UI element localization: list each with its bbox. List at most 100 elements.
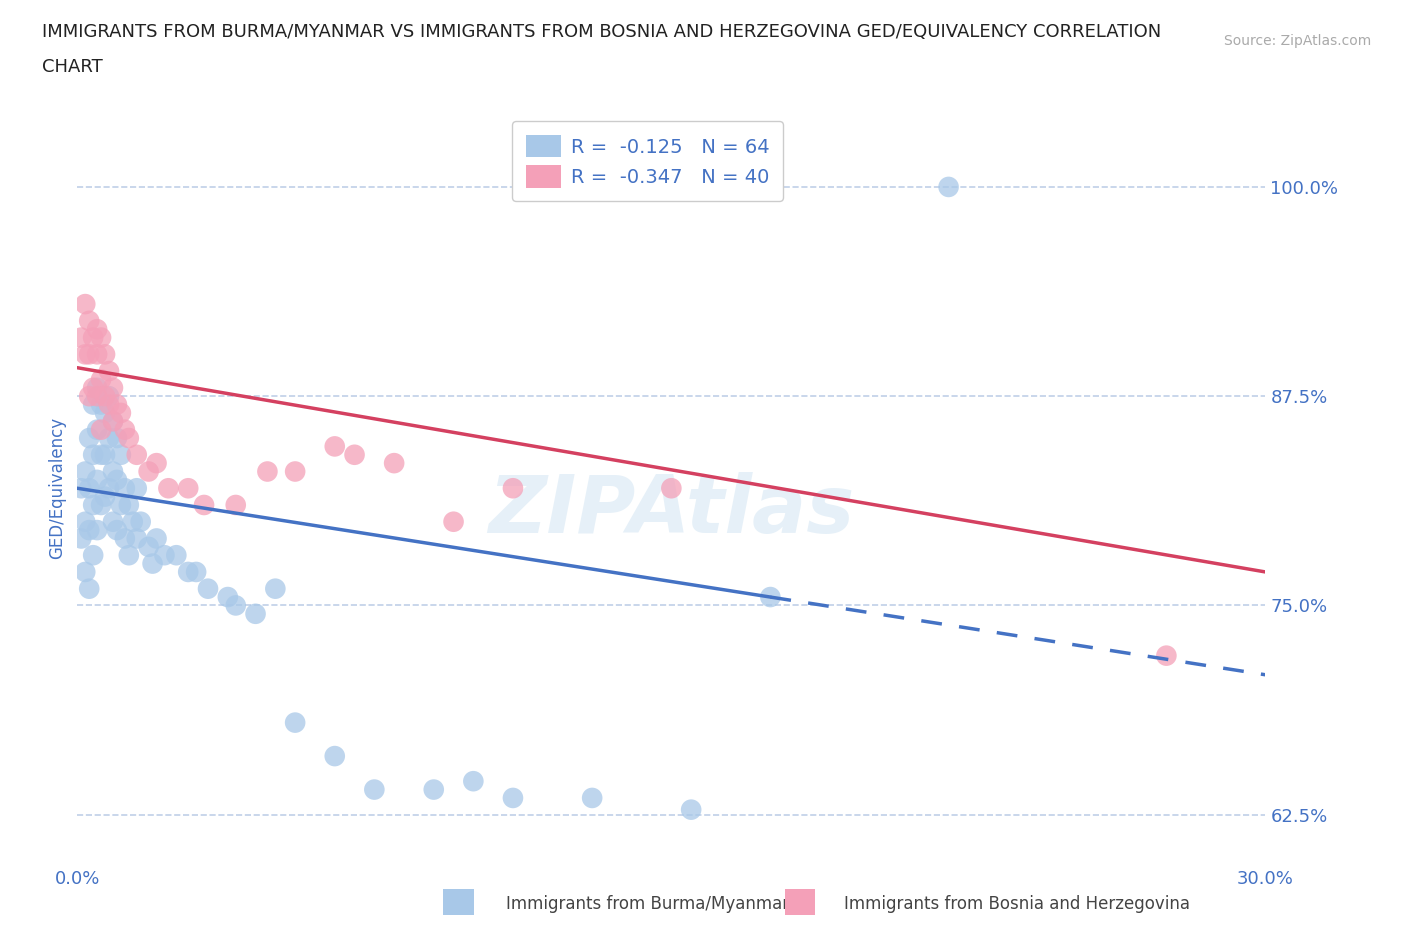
Point xyxy=(75,565,97,579)
Point xyxy=(681,803,703,817)
Point xyxy=(138,464,160,479)
Point xyxy=(129,514,152,529)
Point xyxy=(145,456,167,471)
Point xyxy=(82,498,104,512)
Point xyxy=(86,389,108,404)
Point xyxy=(70,481,93,496)
Point xyxy=(86,347,108,362)
Point xyxy=(90,372,112,387)
Point xyxy=(90,330,112,345)
Point xyxy=(125,531,148,546)
Point xyxy=(86,322,108,337)
Point xyxy=(94,347,117,362)
Point xyxy=(70,330,93,345)
Point xyxy=(90,422,112,437)
Point xyxy=(193,498,215,512)
Point xyxy=(463,774,485,789)
Point xyxy=(121,514,143,529)
Point xyxy=(142,556,165,571)
Point xyxy=(118,548,141,563)
Point xyxy=(256,464,278,479)
Point xyxy=(82,447,104,462)
Point xyxy=(98,389,121,404)
Point xyxy=(110,447,132,462)
Point xyxy=(343,447,366,462)
Point xyxy=(101,514,124,529)
Point xyxy=(114,531,136,546)
Point xyxy=(98,481,121,496)
Point xyxy=(264,581,287,596)
Point xyxy=(114,422,136,437)
Point xyxy=(110,405,132,420)
Point xyxy=(759,590,782,604)
Point xyxy=(284,715,307,730)
Point xyxy=(75,464,97,479)
Point xyxy=(125,481,148,496)
Point xyxy=(86,472,108,487)
Point xyxy=(197,581,219,596)
Point xyxy=(70,531,93,546)
Point xyxy=(165,548,187,563)
Point xyxy=(77,581,100,596)
Point xyxy=(245,606,267,621)
Point xyxy=(94,447,117,462)
Point xyxy=(77,431,100,445)
Point xyxy=(938,179,960,194)
Point xyxy=(86,422,108,437)
Text: Source: ZipAtlas.com: Source: ZipAtlas.com xyxy=(1223,34,1371,48)
Point xyxy=(77,313,100,328)
Text: Immigrants from Burma/Myanmar: Immigrants from Burma/Myanmar xyxy=(506,895,789,913)
Point xyxy=(186,565,208,579)
Point xyxy=(581,790,603,805)
Point xyxy=(82,397,104,412)
Point xyxy=(502,790,524,805)
Point xyxy=(101,380,124,395)
Point xyxy=(94,489,117,504)
Point xyxy=(110,498,132,512)
Point xyxy=(101,414,124,429)
Point xyxy=(105,397,128,412)
Point xyxy=(118,498,141,512)
Legend: R =  -0.125   N = 64, R =  -0.347   N = 40: R = -0.125 N = 64, R = -0.347 N = 40 xyxy=(512,121,783,201)
Point xyxy=(125,447,148,462)
Point xyxy=(105,523,128,538)
Point xyxy=(94,389,117,404)
Point xyxy=(323,439,346,454)
Point xyxy=(101,464,124,479)
Point xyxy=(77,523,100,538)
Y-axis label: GED/Equivalency: GED/Equivalency xyxy=(48,418,66,559)
Point xyxy=(502,481,524,496)
Point xyxy=(114,481,136,496)
Point xyxy=(86,380,108,395)
Text: ZIPAtlas: ZIPAtlas xyxy=(488,472,855,550)
Point xyxy=(77,481,100,496)
Point xyxy=(145,531,167,546)
Text: IMMIGRANTS FROM BURMA/MYANMAR VS IMMIGRANTS FROM BOSNIA AND HERZEGOVINA GED/EQUI: IMMIGRANTS FROM BURMA/MYANMAR VS IMMIGRA… xyxy=(42,23,1161,41)
Point xyxy=(1156,648,1178,663)
Point xyxy=(101,414,124,429)
Point xyxy=(225,598,247,613)
Point xyxy=(157,481,180,496)
Point xyxy=(423,782,446,797)
Point xyxy=(75,297,97,312)
Point xyxy=(82,548,104,563)
Point xyxy=(82,380,104,395)
Point xyxy=(153,548,176,563)
Point xyxy=(77,389,100,404)
Point xyxy=(98,431,121,445)
Point xyxy=(363,782,385,797)
Point xyxy=(177,481,200,496)
Point xyxy=(382,456,405,471)
Point xyxy=(105,472,128,487)
Point xyxy=(77,347,100,362)
Point xyxy=(323,749,346,764)
Point xyxy=(94,405,117,420)
Point xyxy=(90,397,112,412)
Point xyxy=(90,447,112,462)
Point xyxy=(86,523,108,538)
Point xyxy=(82,330,104,345)
Point xyxy=(138,539,160,554)
Point xyxy=(75,514,97,529)
Point xyxy=(217,590,239,604)
Point xyxy=(90,498,112,512)
